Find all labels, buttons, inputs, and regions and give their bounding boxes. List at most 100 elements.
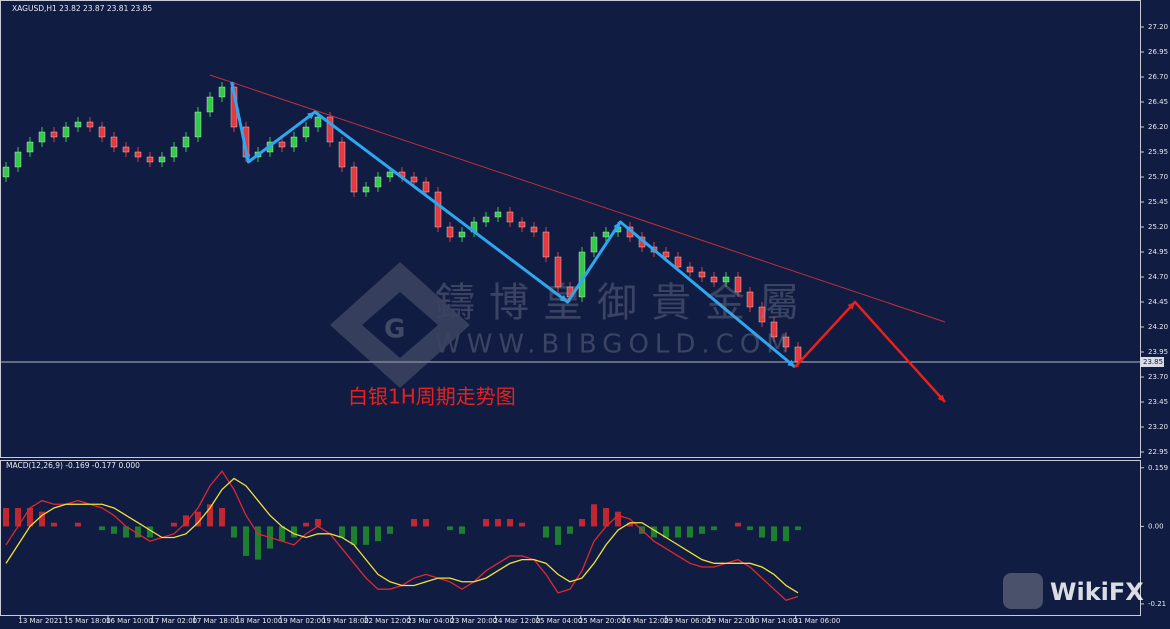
x-tick-label: 24 Mar 12:00 [494, 617, 541, 625]
candle-body [482, 216, 490, 223]
y-tick-label: 22.95 [1148, 448, 1168, 456]
macd-histogram-bar [387, 526, 393, 534]
candle-body [158, 156, 166, 163]
macd-line [5, 477, 799, 594]
candle-body [50, 131, 58, 138]
macd-histogram-bar [459, 526, 465, 534]
macd-histogram-bar [375, 526, 381, 542]
wave-arrowhead [307, 112, 315, 120]
y-tick-label: 23.20 [1148, 423, 1168, 431]
watermark-logo-inner [362, 292, 438, 358]
candle-body [446, 226, 454, 238]
macd-histogram-bar [795, 526, 801, 531]
wave-arrowhead [243, 154, 251, 162]
x-tick-label: 13 Mar 2021 [18, 617, 62, 625]
candle-body [86, 121, 94, 128]
macd-pane-border [0, 460, 1141, 616]
candle-body [314, 116, 322, 128]
candle-body [374, 176, 382, 188]
logo: WikiFX [1003, 573, 1144, 609]
candle-body [554, 256, 562, 288]
macd-histogram-bar [231, 526, 237, 538]
candle-body [350, 166, 358, 193]
logo-icon [1003, 573, 1043, 609]
candle-body [26, 141, 34, 153]
macd-histogram-bar [315, 519, 321, 527]
macd-histogram-bar [543, 526, 549, 538]
macd-histogram-bar [651, 526, 657, 538]
candle-body [530, 226, 538, 233]
macd-histogram-bar [603, 507, 609, 527]
macd-histogram-bar [279, 526, 285, 542]
y-tick-label: 26.45 [1148, 98, 1168, 106]
x-tick-label: 17 Mar 18:00 [192, 617, 239, 625]
macd-histogram-bar [555, 526, 561, 545]
forecast-arrowhead [937, 394, 945, 402]
wave-arrowhead [787, 359, 795, 367]
candle-body [542, 231, 550, 258]
macd-histogram-bar [111, 526, 117, 534]
logo-text: WikiFX [1050, 578, 1144, 606]
macd-header: MACD(12,26,9) -0.169 -0.177 0.000 [6, 461, 140, 470]
y-tick-label: 26.70 [1148, 73, 1168, 81]
candle-body [458, 231, 466, 238]
y-tick-label: 27.20 [1148, 23, 1168, 31]
y-tick-label: 25.95 [1148, 148, 1168, 156]
macd-histogram-bar [303, 522, 309, 527]
candle-body [590, 236, 598, 253]
price-label-box [1140, 357, 1164, 367]
macd-histogram-bar [579, 519, 585, 527]
macd-histogram-bar [411, 519, 417, 527]
x-tick-label: 25 Mar 04:00 [536, 617, 583, 625]
x-tick-label: 23 Mar 04:00 [407, 617, 454, 625]
macd-histogram-bar [3, 507, 9, 527]
x-tick-label: 31 Mar 06:00 [794, 617, 841, 625]
macd-histogram-bar [699, 526, 705, 534]
candle-body [98, 126, 106, 138]
candle-body [686, 266, 694, 273]
candle-body [734, 276, 742, 293]
macd-histogram-bar [759, 526, 765, 538]
trendline [209, 74, 946, 323]
annotation-label: 白银1H周期走势图 [348, 385, 516, 409]
y-tick-label: 24.45 [1148, 298, 1168, 306]
chart-header: XAGUSD,H1 23.82 23.87 23.81 23.85 [12, 4, 152, 13]
y-tick-label: 24.70 [1148, 273, 1168, 281]
candle-body [770, 321, 778, 338]
macd-histogram-bar [135, 526, 141, 538]
candle-body [206, 96, 214, 113]
candle-body [386, 171, 394, 178]
candle-body [782, 336, 790, 348]
macd-histogram-bar [771, 526, 777, 542]
candle-body [218, 86, 226, 98]
macd-histogram-bar [219, 507, 225, 527]
candle-body [746, 291, 754, 308]
x-tick-label: 15 Mar 18:00 [64, 617, 111, 625]
candle-body [362, 186, 370, 193]
macd-histogram-bar [99, 526, 105, 531]
candle-body [194, 111, 202, 138]
candle-body [662, 251, 670, 258]
candle-body [278, 141, 286, 148]
candle-body [14, 151, 22, 168]
macd-histogram-bar [783, 526, 789, 542]
x-tick-label: 16 Mar 10:00 [106, 617, 153, 625]
candle-body [74, 121, 82, 128]
candle-body [722, 276, 730, 283]
x-tick-label: 22 Mar 12:00 [364, 617, 411, 625]
candle-body [146, 156, 154, 163]
macd-histogram-bar [591, 504, 597, 527]
candle-body [338, 141, 346, 168]
macd-histogram-bar [27, 507, 33, 527]
macd-histogram-bar [363, 526, 369, 545]
x-tick-label: 25 Mar 20:00 [579, 617, 626, 625]
candle-body [710, 276, 718, 283]
macd-histogram-bar [675, 526, 681, 538]
macd-histogram-bar [627, 522, 633, 527]
wave-arrowhead [559, 294, 568, 302]
candle-body [602, 231, 610, 238]
candle-body [410, 176, 418, 183]
macd-histogram-bar [687, 526, 693, 538]
watermark: G 鑄博皇御貴金屬 WWW.BIBGOLD.COM [330, 262, 799, 388]
